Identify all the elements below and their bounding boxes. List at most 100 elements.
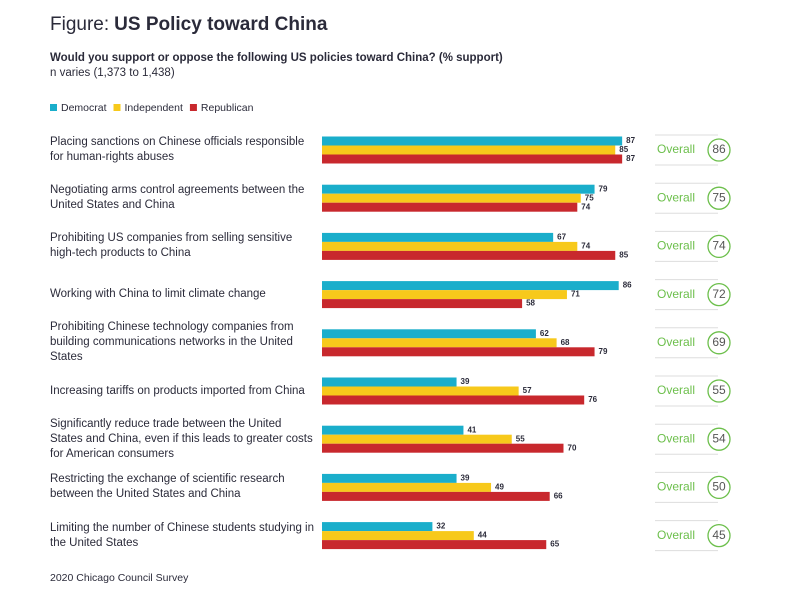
data-label: 74 — [581, 242, 590, 251]
figure-prefix: Figure: — [50, 14, 109, 35]
overall-value: 75 — [712, 190, 726, 204]
data-label: 75 — [585, 193, 594, 202]
overall-circle — [707, 427, 731, 451]
bar — [322, 531, 474, 541]
overall-value: 50 — [712, 480, 726, 494]
overall-label: Overall — [657, 528, 695, 542]
bar — [322, 377, 457, 387]
bar — [322, 250, 616, 260]
bar — [322, 434, 512, 444]
legend-label: Independent — [125, 102, 183, 114]
bar — [322, 482, 492, 492]
data-label: 57 — [523, 386, 532, 395]
overall-circle — [707, 186, 731, 210]
data-label: 71 — [571, 290, 580, 299]
data-label: 62 — [540, 329, 549, 338]
bar — [322, 425, 464, 435]
overall-circle — [707, 379, 731, 403]
bar — [322, 290, 567, 300]
data-label: 39 — [461, 474, 470, 483]
bar — [322, 338, 557, 348]
category-label: Prohibiting Chinese technology companies… — [50, 321, 294, 364]
subtitle: Would you support or oppose the followin… — [50, 52, 503, 64]
bar — [322, 136, 623, 146]
category-label: Prohibiting US companies from selling se… — [50, 232, 293, 260]
category-label: Working with China to limit climate chan… — [50, 288, 266, 301]
data-label: 41 — [467, 425, 476, 434]
data-label: 67 — [557, 233, 566, 242]
bar — [322, 522, 433, 532]
overall-circle — [707, 475, 731, 500]
bar — [322, 154, 623, 164]
data-label: 74 — [581, 202, 590, 211]
data-label: 86 — [623, 281, 632, 290]
data-label: 44 — [478, 531, 487, 540]
data-label: 49 — [495, 483, 504, 492]
legend-swatch — [50, 104, 57, 111]
data-label: 76 — [588, 395, 597, 404]
category-label: Restricting the exchange of scientific r… — [50, 473, 285, 501]
category-label: Negotiating arms control agreements betw… — [50, 184, 305, 212]
overall-label: Overall — [657, 142, 695, 156]
overall-label: Overall — [657, 239, 695, 253]
bar — [322, 232, 554, 242]
bar — [322, 329, 536, 339]
data-label: 65 — [550, 540, 559, 549]
bar — [322, 193, 581, 203]
overall-value: 69 — [712, 335, 726, 349]
data-label: 79 — [599, 347, 608, 356]
data-label: 79 — [599, 184, 608, 193]
overall-bracket — [655, 375, 718, 407]
bar — [322, 540, 547, 550]
bar — [322, 347, 595, 357]
overall-value: 72 — [712, 287, 726, 301]
bar — [322, 443, 564, 453]
bar — [322, 281, 619, 291]
data-label: 85 — [619, 251, 628, 260]
bar — [322, 299, 523, 309]
overall-bracket — [655, 279, 718, 311]
category-label: Increasing tariffs on products imported … — [50, 384, 305, 397]
overall-label: Overall — [657, 335, 695, 349]
overall-value: 74 — [712, 239, 726, 253]
category-label: Placing sanctions on Chinese officials r… — [50, 136, 305, 163]
overall-value: 54 — [712, 431, 726, 445]
overall-circle — [707, 523, 731, 548]
overall-label: Overall — [657, 480, 695, 494]
overall-bracket — [655, 182, 718, 214]
overall-label: Overall — [657, 190, 695, 204]
bar — [322, 473, 457, 483]
overall-circle — [707, 138, 731, 162]
bar — [322, 145, 616, 155]
legend-swatch — [189, 104, 197, 111]
data-label: 70 — [568, 443, 577, 452]
bar — [322, 386, 519, 396]
overall-bracket — [655, 230, 718, 262]
overall-label: Overall — [657, 383, 695, 397]
overall-bracket — [655, 134, 718, 166]
bar — [322, 241, 578, 251]
overall-value: 86 — [712, 142, 726, 156]
data-label: 58 — [526, 299, 535, 308]
category-label: Significantly reduce trade between the U… — [50, 417, 313, 460]
source: 2020 Chicago Council Survey — [50, 572, 189, 584]
overall-bracket — [655, 471, 718, 503]
overall-bracket — [655, 423, 718, 455]
bar — [322, 184, 595, 194]
overall-label: Overall — [657, 287, 695, 301]
data-label: 39 — [461, 377, 470, 386]
note: n varies (1,373 to 1,438) — [50, 67, 175, 79]
data-label: 87 — [626, 154, 635, 163]
legend-swatch — [113, 104, 121, 111]
overall-circle — [707, 331, 731, 355]
overall-value: 55 — [712, 383, 726, 397]
data-label: 87 — [626, 136, 635, 145]
data-label: 66 — [554, 492, 563, 501]
overall-circle — [707, 282, 731, 307]
overall-value: 45 — [712, 528, 726, 542]
data-label: 68 — [561, 338, 570, 347]
data-label: 55 — [516, 434, 525, 443]
overall-bracket — [655, 520, 718, 552]
